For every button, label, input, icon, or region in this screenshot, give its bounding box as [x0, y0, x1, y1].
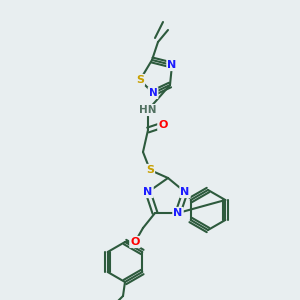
Text: N: N	[143, 187, 153, 197]
Text: O: O	[158, 120, 168, 130]
Text: N: N	[173, 208, 183, 218]
Text: N: N	[148, 88, 158, 98]
Text: N: N	[167, 60, 177, 70]
Text: S: S	[136, 75, 144, 85]
Text: O: O	[130, 237, 140, 247]
Text: S: S	[146, 165, 154, 175]
Text: HN: HN	[139, 105, 157, 115]
Text: N: N	[180, 187, 190, 197]
